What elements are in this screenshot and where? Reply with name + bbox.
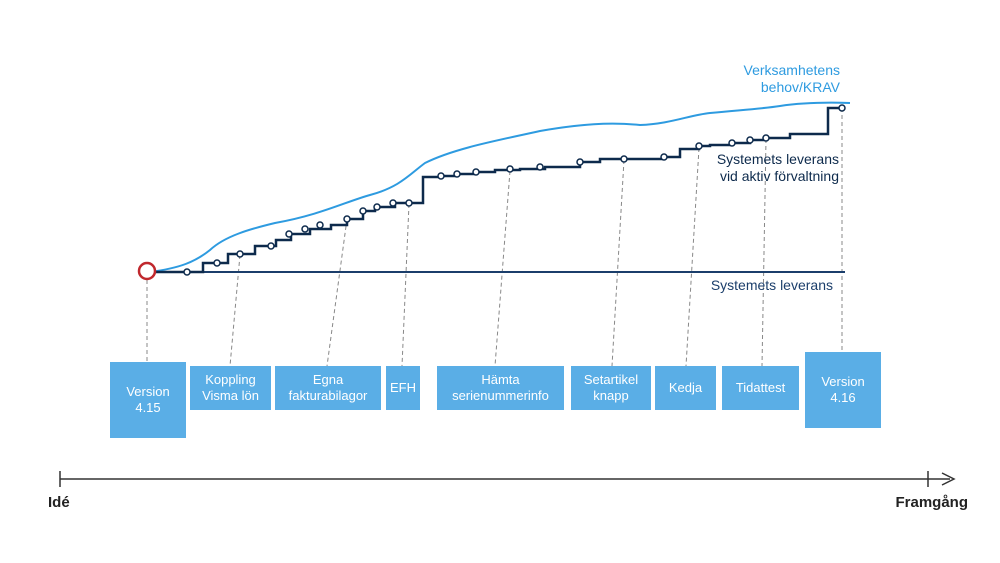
step-marker (576, 158, 584, 166)
step-marker (183, 268, 191, 276)
box-tidattest: Tidattest (722, 366, 799, 410)
box-kedja: Kedja (655, 366, 716, 410)
step-marker (506, 165, 514, 173)
step-marker (285, 230, 293, 238)
delivery-label: Systemets leverans (710, 277, 833, 293)
connector-efh (401, 203, 410, 367)
step-marker (695, 142, 703, 150)
box-efh: EFH (386, 366, 420, 410)
connector-kedja (685, 147, 700, 367)
axis-arrow-icon (941, 472, 956, 486)
box-hamta: Hämta serienummerinfo (437, 366, 564, 410)
axis-end-label: Framgång (895, 494, 968, 511)
step-marker (389, 199, 397, 207)
step-marker (236, 250, 244, 258)
axis-start-label: Idé (48, 494, 70, 511)
step-marker (267, 242, 275, 250)
connector-hamta (494, 170, 511, 367)
step-markers (183, 104, 846, 276)
start-marker (137, 261, 157, 281)
step-marker (472, 168, 480, 176)
step-marker (536, 163, 544, 171)
step-marker (213, 259, 221, 267)
active-delivery-label: Systemets leverans vid aktiv förvaltning (716, 151, 839, 184)
step-marker (373, 203, 381, 211)
step-marker (405, 199, 413, 207)
demand-curve (149, 101, 851, 273)
step-marker (762, 134, 770, 142)
box-version-4-15: Version 4.15 (110, 362, 186, 438)
connector-koppling (229, 254, 241, 367)
step-marker (453, 170, 461, 178)
box-setartikel: Setartikel knapp (571, 366, 651, 410)
step-marker (746, 136, 754, 144)
active-delivery-line (155, 106, 843, 274)
step-marker (343, 215, 351, 223)
step-marker (359, 207, 367, 215)
step-marker (437, 172, 445, 180)
step-marker (316, 221, 324, 229)
connector-egna (326, 218, 348, 367)
demand-label: Verksamhetens behov/KRAV (743, 62, 841, 95)
step-marker (660, 153, 668, 161)
box-koppling: Koppling Visma lön (190, 366, 271, 410)
step-marker (838, 104, 846, 112)
box-egna: Egna fakturabilagor (275, 366, 381, 410)
step-marker (301, 225, 309, 233)
box-version-4-16: Version 4.16 (805, 352, 881, 428)
connector-tidattest (761, 138, 767, 367)
connector-setartikel (611, 159, 625, 367)
step-marker (728, 139, 736, 147)
step-marker (620, 155, 628, 163)
connector-lines (146, 108, 843, 367)
